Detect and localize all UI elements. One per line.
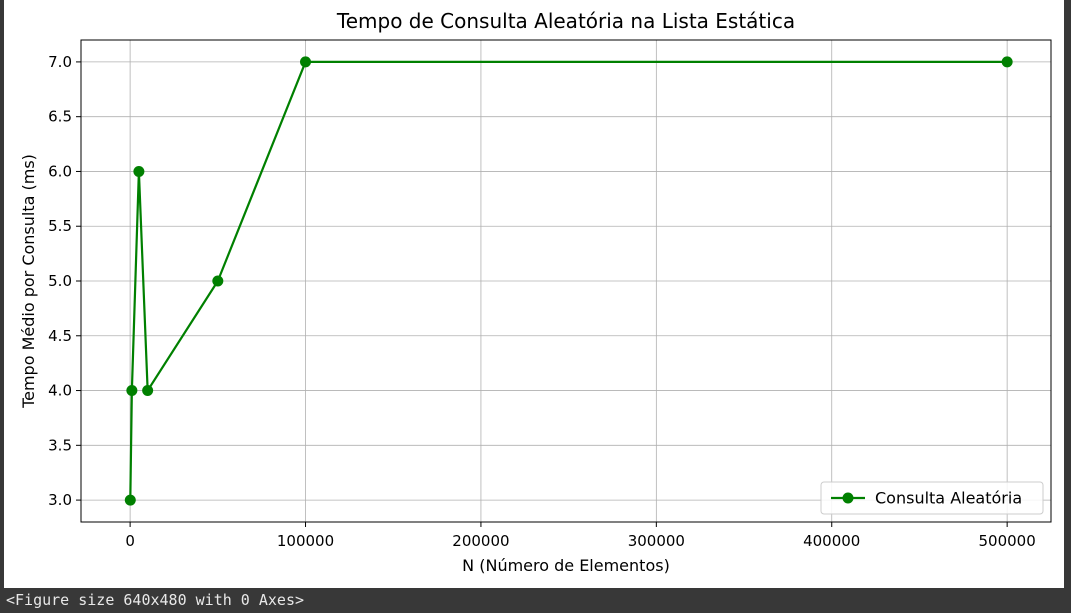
legend-marker bbox=[842, 492, 854, 504]
cell-output: <Figure size 640x480 with 0 Axes> bbox=[0, 588, 1071, 613]
legend-label: Consulta Aleatória bbox=[875, 489, 1022, 508]
y-tick-label: 6.0 bbox=[48, 162, 72, 180]
data-point bbox=[1001, 56, 1013, 68]
x-tick-label: 500000 bbox=[979, 532, 1036, 550]
y-tick-label: 3.0 bbox=[48, 491, 72, 509]
y-tick-label: 7.0 bbox=[48, 53, 72, 71]
x-axis-label: N (Número de Elementos) bbox=[462, 556, 670, 575]
data-point bbox=[133, 165, 145, 177]
data-point bbox=[126, 385, 138, 397]
x-tick-label: 100000 bbox=[277, 532, 334, 550]
chart-title: Tempo de Consulta Aleatória na Lista Est… bbox=[336, 9, 795, 33]
y-tick-label: 4.0 bbox=[48, 382, 72, 400]
y-axis-label: Tempo Médio por Consulta (ms) bbox=[19, 154, 38, 409]
grid bbox=[81, 40, 1051, 522]
y-tick-label: 3.5 bbox=[48, 436, 72, 454]
data-point bbox=[212, 275, 224, 287]
y-tick-label: 4.5 bbox=[48, 327, 72, 345]
y-tick-label: 6.5 bbox=[48, 108, 72, 126]
legend-box bbox=[820, 481, 1044, 515]
data-point bbox=[142, 385, 154, 397]
y-tick-label: 5.0 bbox=[48, 272, 72, 290]
x-tick-label: 200000 bbox=[452, 532, 509, 550]
x-tick-label: 400000 bbox=[803, 532, 860, 550]
y-tick-label: 5.5 bbox=[48, 217, 72, 235]
data-point bbox=[300, 56, 312, 68]
series-layer bbox=[124, 56, 1013, 506]
x-tick-label: 300000 bbox=[628, 532, 685, 550]
data-point bbox=[124, 494, 136, 506]
x-tick-label: 0 bbox=[125, 532, 135, 550]
legend: Consulta Aleatória bbox=[820, 481, 1044, 515]
output-text: <Figure size 640x480 with 0 Axes> bbox=[6, 591, 305, 609]
tick-layer: 0 100000 200000 300000 400000 500000 3.0 3.5 4.0… bbox=[48, 53, 1036, 550]
figure-panel: 0 100000 200000 300000 400000 500000 3.0 3.5 4.0… bbox=[4, 0, 1064, 588]
line-chart: 0 100000 200000 300000 400000 500000 3.0 3.5 4.0… bbox=[19, 9, 1052, 575]
